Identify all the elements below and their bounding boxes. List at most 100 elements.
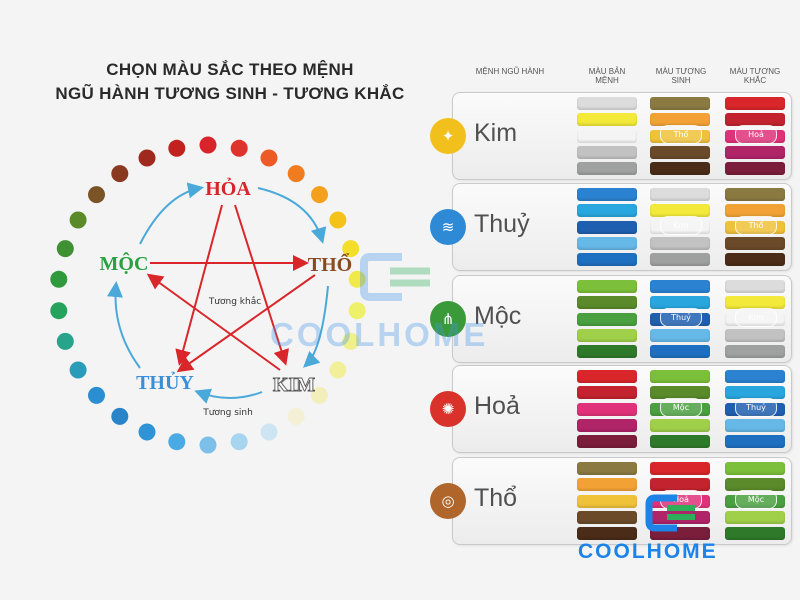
- tuong-sinh-swatch: [650, 146, 710, 159]
- ban-menh-swatch: [577, 511, 637, 524]
- ban-menh-swatch: [577, 253, 637, 266]
- element-name: Thổ: [474, 484, 518, 512]
- ring-color-dot: [342, 240, 360, 258]
- tuong-sinh-swatch: [650, 253, 710, 266]
- ring-color-dot: [168, 433, 186, 451]
- tuong-khac-swatch: [725, 113, 785, 126]
- header-menh-ngu-hanh: MỆNH NGŨ HÀNH: [475, 67, 545, 76]
- ring-color-dot: [138, 423, 156, 441]
- page-subtitle: NGŨ HÀNH TƯƠNG SINH - TƯƠNG KHẮC: [55, 84, 405, 103]
- ring-color-dot: [329, 361, 347, 379]
- tuong-sinh-swatch: [650, 345, 710, 358]
- tuong-sinh-swatch: [650, 113, 710, 126]
- element-name: Thuỷ: [474, 210, 530, 238]
- ring-color-dot: [50, 302, 68, 320]
- ban-menh-swatch: [577, 495, 637, 508]
- ban-menh-swatch: [577, 237, 637, 250]
- hoa-icon: ✺: [430, 391, 466, 427]
- tuong-khac-swatch: [725, 204, 785, 217]
- tuong-khac-star-arrows: [146, 204, 316, 373]
- tuong-sinh-swatch: [650, 204, 710, 217]
- ring-color-dot: [287, 165, 305, 183]
- ring-color-dot: [348, 270, 366, 288]
- tuong-sinh-swatch: [650, 237, 710, 250]
- element-label-tho: THỔ: [308, 252, 352, 276]
- ring-color-dot: [348, 302, 366, 320]
- tuong-sinh-swatch: [650, 296, 710, 309]
- ring-color-dot: [329, 211, 347, 229]
- kim-icon: ✦: [430, 118, 466, 154]
- tuong-khac-swatch: [725, 162, 785, 175]
- ban-menh-swatch: [577, 204, 637, 217]
- tuong-khac-swatch: [725, 146, 785, 159]
- sinh-arrow: [194, 388, 263, 404]
- tuong-khac-swatch: [725, 97, 785, 110]
- ban-menh-swatch: [577, 370, 637, 383]
- tuong-sinh-swatch: [650, 97, 710, 110]
- khac-arrow: [146, 273, 281, 371]
- tuong-sinh-swatch: [650, 162, 710, 175]
- ban-menh-swatch: [577, 113, 637, 126]
- ring-color-dot: [342, 332, 360, 350]
- tuong-sinh-label: Tương sinh: [202, 408, 253, 418]
- tuong-sinh-swatch: [650, 280, 710, 293]
- header-mau-tuong-sinh: MÀU TƯƠNG SINH: [655, 67, 707, 85]
- tuong-sinh-badge: Mộc: [660, 398, 702, 417]
- tuong-sinh-swatch: [650, 462, 710, 475]
- ban-menh-swatch: [577, 403, 637, 416]
- ban-menh-swatch: [577, 130, 637, 143]
- tuong-khac-swatch: [725, 188, 785, 201]
- tuong-sinh-swatch: [650, 188, 710, 201]
- ban-menh-swatch: [577, 97, 637, 110]
- ban-menh-swatch: [577, 462, 637, 475]
- tuong-khac-swatch: [725, 478, 785, 491]
- ban-menh-swatch: [577, 386, 637, 399]
- ban-menh-swatch: [577, 296, 637, 309]
- ban-menh-swatch: [577, 280, 637, 293]
- tuong-sinh-swatch: [650, 478, 710, 491]
- tuong-khac-swatch: [725, 345, 785, 358]
- element-name: Hoả: [474, 392, 520, 420]
- ban-menh-swatch: [577, 329, 637, 342]
- tuong-khac-label: Tương khắc: [208, 296, 261, 307]
- ban-menh-swatch: [577, 146, 637, 159]
- ban-menh-swatch: [577, 478, 637, 491]
- ring-color-dot: [287, 407, 305, 425]
- tuong-khac-swatch: [725, 370, 785, 383]
- ring-color-dot: [260, 149, 278, 167]
- tuong-khac-swatch: [725, 296, 785, 309]
- tuong-khac-swatch: [725, 237, 785, 250]
- ring-color-dot: [111, 165, 129, 183]
- ring-color-dot: [199, 436, 217, 454]
- tuong-khac-swatch: [725, 527, 785, 540]
- element-labels: HỎA THỔ KIM THỦY MỘC: [100, 177, 353, 396]
- tho-icon: ◎: [430, 483, 466, 519]
- ring-color-dot: [50, 270, 68, 288]
- tuong-khac-swatch: [725, 280, 785, 293]
- tuong-khac-badge: Thuỷ: [735, 398, 777, 417]
- tuong-sinh-swatch: [650, 435, 710, 448]
- five-elements-cycle-diagram: HỎA THỔ KIM THỦY MỘC Tương khắc Tương sinh: [50, 136, 366, 454]
- ring-color-dot: [199, 136, 217, 154]
- watermark-text: COOLHOME: [270, 316, 489, 353]
- page-title: CHỌN MÀU SẮC THEO MỆNH: [106, 60, 354, 79]
- tuong-sinh-badge: Thuỷ: [660, 308, 702, 327]
- tuong-sinh-swatch: [650, 329, 710, 342]
- color-dot-ring: [50, 136, 366, 454]
- tuong-khac-swatch: [725, 511, 785, 524]
- tuong-sinh-badge: Thổ: [660, 125, 702, 144]
- tuong-khac-badge: Kim: [735, 308, 777, 327]
- element-label-thuy: THỦY: [136, 371, 194, 394]
- header-mau-tuong-khac: MÀU TƯƠNG KHẮC: [729, 67, 781, 85]
- tuong-sinh-badge: Kim: [660, 216, 702, 235]
- sinh-arrow: [106, 281, 141, 369]
- ring-color-dot: [230, 139, 248, 157]
- coolhome-logo: [645, 494, 695, 532]
- tuong-sinh-swatch: [650, 419, 710, 432]
- element-name: Kim: [474, 119, 518, 147]
- element-label-kim: KIM: [273, 374, 315, 396]
- khac-arrow: [176, 274, 316, 373]
- tuong-khac-swatch: [725, 253, 785, 266]
- khac-arrow: [234, 204, 289, 366]
- ban-menh-swatch: [577, 345, 637, 358]
